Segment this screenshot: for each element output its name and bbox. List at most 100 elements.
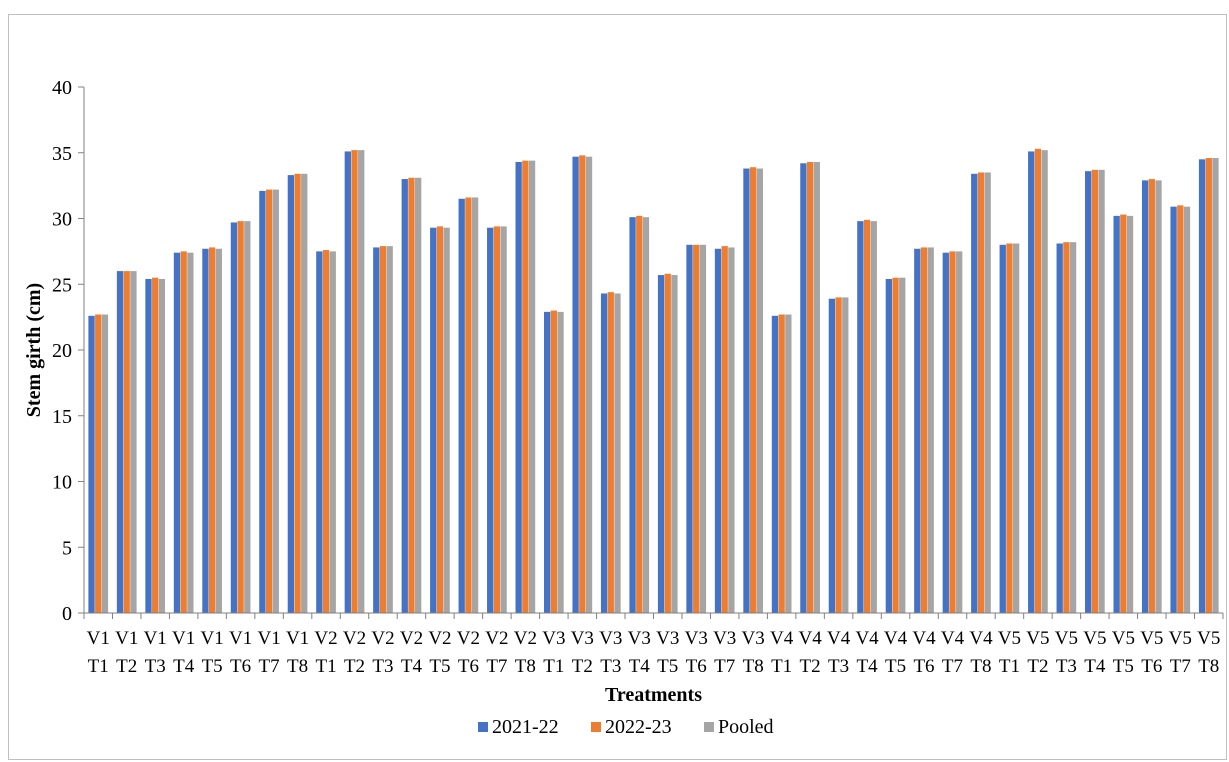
x-category-label-line1: V5: [1112, 628, 1135, 649]
bar-pooled-v1t5: [215, 248, 222, 613]
x-category-label-line1: V3: [571, 628, 594, 649]
x-category-label-line1: V1: [257, 628, 280, 649]
x-category-label-line2: T1: [771, 656, 792, 677]
bar-2022-23-v5t2: [1034, 148, 1042, 613]
x-category-label-line2: T7: [259, 656, 280, 677]
x-category-label-line2: T8: [287, 656, 308, 677]
bar-pooled-v2t1: [329, 251, 336, 614]
bar-2022-23-v4t5: [892, 277, 899, 613]
legend-swatch-pooled: [704, 722, 714, 732]
bar-2022-23-v3t1: [550, 310, 557, 613]
y-tick-label: 10: [52, 472, 72, 494]
bar-2022-23-v2t1: [322, 250, 330, 613]
bar-2022-23-v4t1: [778, 314, 785, 613]
bar-pooled-v2t7: [500, 226, 507, 613]
bar-2021-22-v2t8: [515, 161, 522, 613]
x-category-label-line2: T3: [1056, 656, 1077, 677]
y-axis: 0 5 10 15 20 25 30 35 40: [52, 77, 85, 625]
x-category-label-line1: V5: [1055, 628, 1078, 649]
bar-2021-22-v3t2: [572, 156, 579, 613]
bar-2022-23-v1t8: [294, 173, 301, 614]
x-category-label-line2: T1: [543, 656, 564, 677]
bar-2021-22-v5t3: [1056, 243, 1063, 614]
legend-swatch-2021-22: [478, 722, 488, 732]
bar-pooled-v1t1: [101, 314, 109, 613]
bar-pooled-v5t4: [1098, 169, 1105, 613]
bar-pooled-v5t5: [1126, 215, 1134, 613]
x-category-label-line1: V4: [969, 628, 993, 649]
bar-2021-22-v3t1: [543, 311, 551, 613]
y-tick-label: 5: [62, 537, 72, 559]
x-category-label-line1: V4: [855, 628, 879, 649]
bar-pooled-v2t8: [528, 160, 536, 613]
x-category-label-line2: T3: [828, 656, 849, 677]
x-category-label-line1: V1: [115, 628, 138, 649]
x-category-label-line2: T1: [88, 656, 109, 677]
x-category-label-line2: T6: [230, 656, 251, 677]
bar-2022-23-v4t7: [949, 251, 956, 614]
bar-2021-22-v1t3: [145, 278, 152, 613]
bar-2022-23-v1t7: [265, 189, 273, 613]
x-axis: V1 T1 V1 T2 V1 T3 V1 T4 V1 T5 V1 T6 V1 T7 V1 T8 V2 T1 V2 T2…: [83, 612, 1224, 677]
x-category-label-line1: V5: [1169, 628, 1192, 649]
bar-pooled-v1t7: [272, 189, 279, 613]
x-category-label-line1: V5: [1140, 628, 1163, 649]
bar-pooled-v1t4: [187, 252, 194, 613]
bar-pooled-v3t4: [642, 217, 650, 613]
legend-label: 2022-23: [605, 716, 672, 738]
x-category-label-line2: T3: [372, 656, 393, 677]
bar-2021-22-v4t6: [914, 248, 921, 613]
x-category-label-line2: T3: [145, 656, 166, 677]
x-category-label-line2: T6: [686, 656, 707, 677]
x-category-label-line2: T5: [1113, 656, 1134, 677]
bar-pooled-v3t5: [671, 275, 678, 613]
y-tick-label: 40: [52, 77, 72, 99]
y-axis-title: Stem girth (cm): [23, 283, 45, 417]
x-category-label-line1: V3: [685, 628, 708, 649]
bar-2021-22-v5t1: [999, 244, 1006, 614]
x-category-label-line2: T2: [344, 656, 365, 677]
x-axis-title: Treatments: [605, 684, 702, 706]
bar-2021-22-v1t7: [259, 190, 266, 613]
x-category-label-line2: T6: [913, 656, 934, 677]
x-category-label-line2: T7: [1170, 656, 1191, 677]
bar-pooled-v2t4: [415, 177, 422, 614]
bar-2022-23-v5t8: [1205, 158, 1212, 613]
bar-2022-23-v1t1: [95, 314, 102, 613]
x-category-label-line2: T7: [714, 656, 735, 677]
x-category-label-line1: V2: [343, 628, 366, 649]
x-category-label-line1: V1: [87, 628, 110, 649]
bar-pooled-v1t6: [244, 221, 251, 613]
x-category-label-line1: V4: [827, 628, 851, 649]
bar-2021-22-v3t7: [714, 248, 722, 613]
bar-2022-23-v1t2: [123, 271, 130, 613]
bar-2021-22-v2t3: [373, 247, 380, 613]
bar-pooled-v5t1: [1012, 243, 1020, 614]
bar-2022-23-v4t8: [977, 172, 985, 613]
x-category-label-line2: T3: [600, 656, 621, 677]
legend: 2021-22 2022-23 Pooled: [478, 716, 774, 738]
bar-2021-22-v1t5: [202, 248, 209, 613]
x-category-label-line1: V2: [371, 628, 394, 649]
bar-2022-23-v3t8: [750, 167, 757, 613]
bar-2021-22-v4t7: [942, 252, 949, 613]
x-category-label-line1: V5: [1083, 628, 1106, 649]
x-category-label-line1: V5: [1026, 628, 1049, 649]
legend-swatch-2022-23: [591, 722, 601, 732]
bar-2022-23-v1t4: [180, 251, 187, 614]
bar-2022-23-v2t6: [465, 197, 472, 613]
bar-2022-23-v3t5: [664, 273, 671, 613]
x-category-label-line1: V2: [485, 628, 508, 649]
bar-2021-22-v5t4: [1085, 171, 1092, 613]
bar-2021-22-v3t6: [686, 244, 693, 614]
bar-2021-22-v2t1: [316, 251, 323, 614]
y-tick-label: 20: [52, 340, 72, 362]
y-tick-label: 30: [52, 209, 72, 231]
x-category-label-line2: T5: [657, 656, 678, 677]
x-category-label-line2: T7: [486, 656, 507, 677]
bar-2022-23-v4t3: [835, 297, 842, 613]
bar-pooled-v1t3: [158, 278, 166, 613]
bar-2021-22-v5t6: [1141, 180, 1149, 613]
x-category-label-line2: T4: [1084, 656, 1106, 677]
